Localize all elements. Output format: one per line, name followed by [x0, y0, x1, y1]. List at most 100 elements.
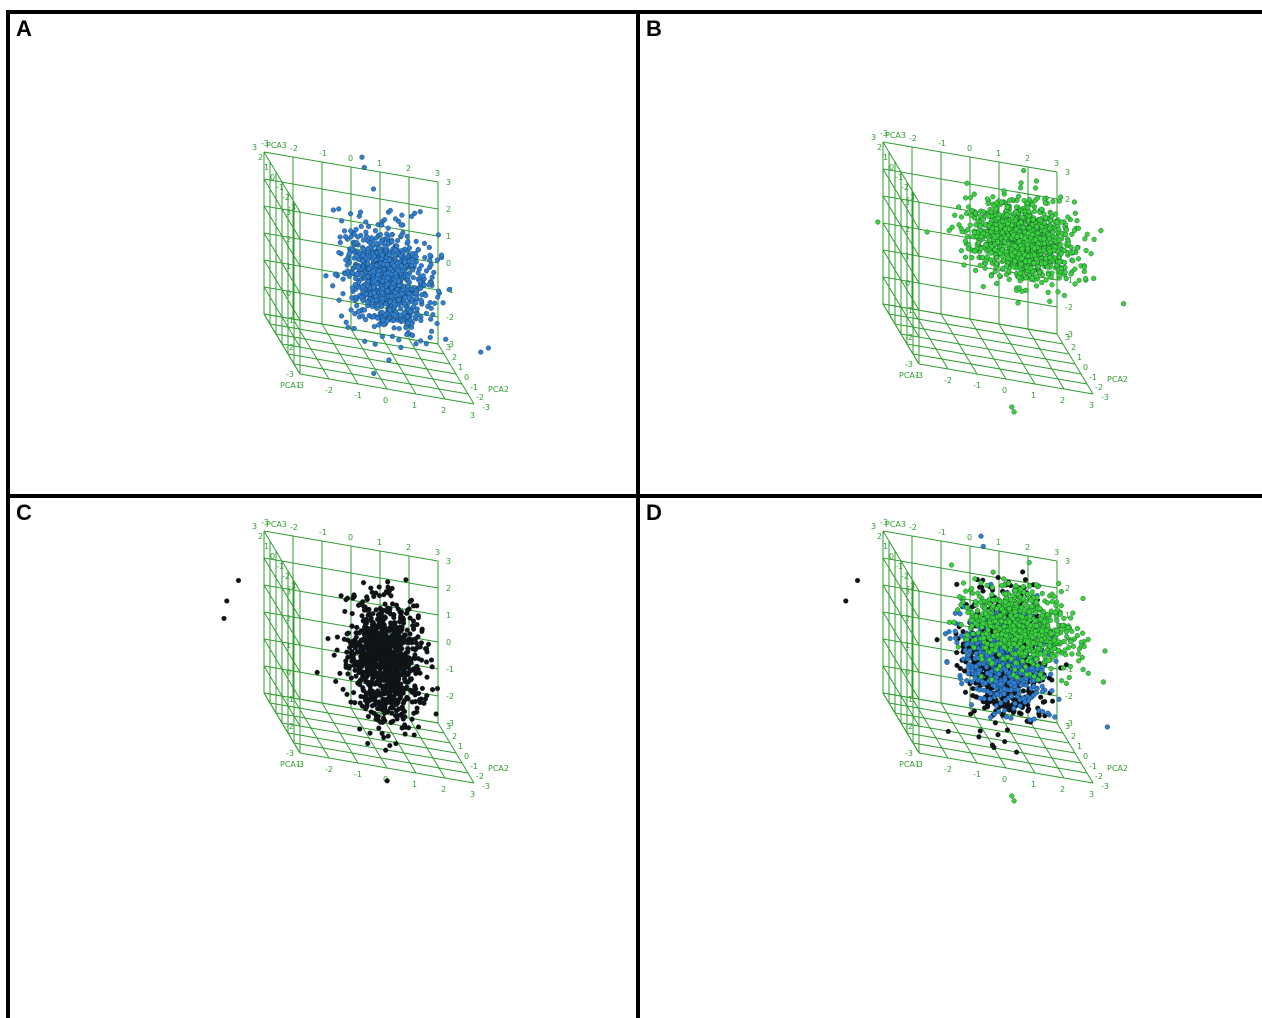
data-point	[1002, 677, 1008, 683]
tick-label-pca1: -2	[325, 765, 333, 774]
data-point	[418, 297, 424, 303]
data-point	[1019, 658, 1026, 664]
data-point	[371, 253, 377, 259]
data-point	[421, 240, 428, 246]
data-point	[980, 209, 987, 215]
data-point	[1031, 260, 1037, 266]
panel-b: B -3 -3 -3 -3 -3 -3 -2 -2 -2 -2 -2 -2 -1 -1 -1 -1 -1 -1 0 0…	[636, 10, 1262, 498]
data-point	[421, 282, 427, 288]
data-point	[1007, 197, 1013, 203]
data-point	[997, 250, 1003, 256]
data-point	[330, 207, 336, 213]
data-point	[960, 580, 967, 586]
tick-label-depth: 0	[270, 552, 275, 561]
tick-label-pca3-right: 3	[446, 557, 451, 566]
tick-label-depth: -3	[288, 582, 296, 591]
data-point	[971, 708, 977, 714]
data-point	[368, 709, 374, 715]
data-point	[398, 306, 404, 312]
data-point	[1024, 264, 1030, 270]
data-point	[381, 592, 387, 598]
tick-label-top: -2	[290, 523, 298, 532]
tick-label-pca3-right: 0	[446, 638, 451, 647]
tick-label-pca3-left: 0	[905, 279, 910, 288]
data-point	[434, 257, 440, 263]
data-point	[436, 288, 442, 294]
data-point	[381, 322, 387, 328]
data-point	[954, 662, 960, 669]
data-point	[387, 743, 393, 749]
data-point	[348, 699, 354, 705]
data-point	[387, 647, 393, 653]
tick-label-pca1: -2	[325, 386, 333, 395]
data-point	[1053, 211, 1059, 217]
data-point	[998, 700, 1004, 706]
data-point	[1052, 714, 1058, 720]
data-point	[384, 609, 390, 615]
data-point	[1002, 739, 1008, 745]
tick-label-pca3-right: 2	[1065, 584, 1070, 593]
data-point	[994, 261, 1000, 267]
data-point	[1039, 224, 1045, 230]
data-point	[990, 194, 996, 200]
data-point	[428, 262, 434, 268]
grid-line	[263, 178, 439, 210]
data-point	[438, 252, 445, 258]
data-point	[411, 626, 417, 632]
data-point-outlier	[221, 615, 227, 622]
tick-label-pca2: 1	[458, 742, 463, 751]
data-point	[1075, 225, 1082, 231]
data-point	[349, 295, 355, 301]
axis-label-pca3: PCA3	[885, 131, 906, 140]
data-point	[330, 283, 336, 289]
data-point	[396, 278, 402, 284]
data-point	[992, 269, 998, 275]
tick-label-depth: 3	[871, 133, 876, 142]
data-point	[984, 196, 990, 202]
data-point	[348, 307, 354, 313]
data-point	[964, 641, 970, 647]
data-point	[344, 691, 350, 697]
data-point	[349, 623, 355, 629]
data-point	[409, 251, 415, 257]
data-point	[353, 673, 359, 679]
data-point	[366, 666, 372, 672]
data-point	[410, 304, 416, 310]
data-point	[1067, 663, 1074, 670]
data-point	[1013, 227, 1019, 233]
data-point-outlier	[1011, 409, 1017, 415]
data-point	[404, 627, 410, 633]
tick-label-pca2: -2	[476, 393, 484, 402]
tick-label-depth: 0	[889, 163, 894, 172]
data-point	[375, 272, 381, 278]
data-point	[362, 338, 368, 344]
data-point	[985, 213, 992, 219]
data-point	[978, 234, 984, 240]
data-point	[963, 195, 969, 201]
data-point	[965, 246, 971, 252]
data-point	[1019, 214, 1025, 220]
data-point	[392, 302, 398, 308]
tick-label-top: 0	[348, 533, 353, 542]
grid-line	[263, 151, 301, 213]
tick-label-depth: 3	[252, 143, 257, 152]
data-point	[357, 700, 363, 706]
tick-label-pca3-left: 0	[905, 668, 910, 677]
data-point	[1025, 708, 1031, 714]
data-point	[1049, 282, 1055, 288]
data-point	[1018, 711, 1024, 717]
data-point	[363, 679, 369, 685]
data-point	[1048, 274, 1054, 280]
data-point	[1062, 269, 1068, 275]
data-point	[424, 693, 430, 699]
tick-label-pca1: 3	[1089, 790, 1094, 799]
grid-line	[437, 722, 475, 784]
tick-label-depth: 1	[264, 542, 269, 551]
data-point	[354, 271, 360, 277]
data-point	[993, 206, 999, 212]
data-point	[367, 683, 373, 690]
data-point	[368, 235, 374, 241]
data-point	[1121, 301, 1127, 307]
tick-label-pca1: -3	[915, 371, 923, 380]
data-point	[973, 650, 979, 657]
